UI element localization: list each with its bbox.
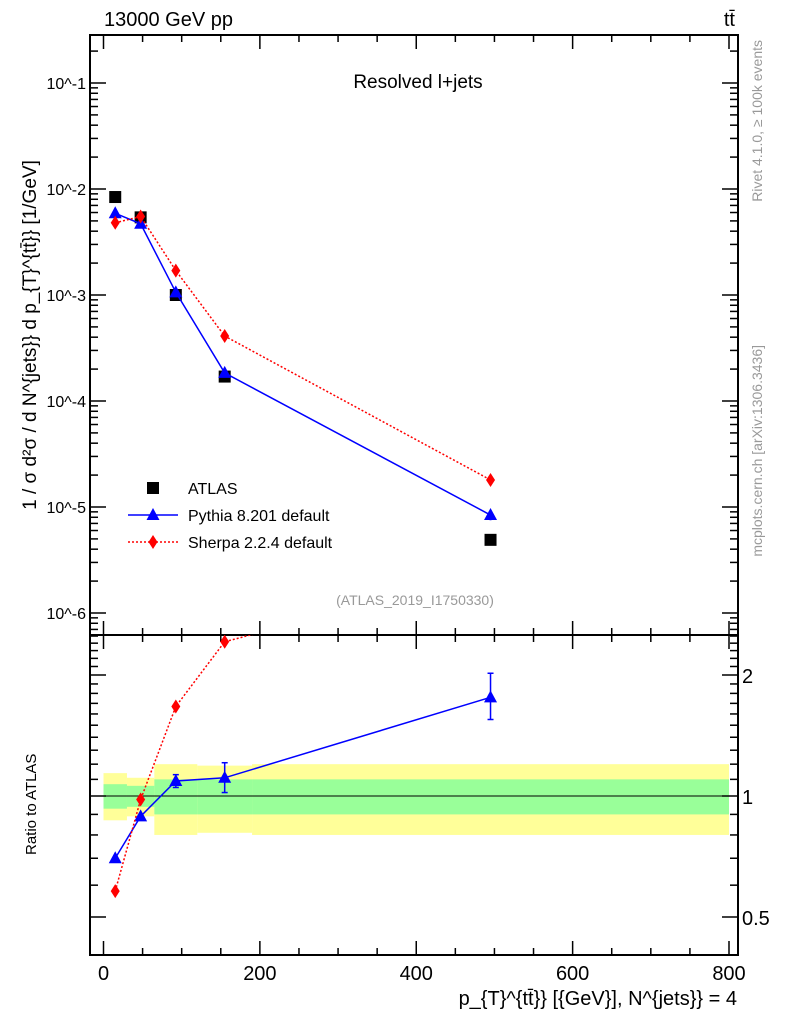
pythia-point [108, 206, 122, 219]
ratio-bands [103, 764, 729, 835]
header-right: tt̄ [724, 9, 736, 31]
ratio-sherpa-line [114, 635, 254, 892]
ratio-pythia-point [108, 851, 122, 864]
header-left: 13000 GeV pp [104, 9, 233, 31]
ratio-pythia-point [169, 773, 183, 786]
data-marks [108, 191, 498, 899]
sherpa-point [110, 215, 120, 230]
analysis-label: (ATLAS_2019_I1750330) [336, 592, 494, 608]
y-tick-label: 10^-3 [46, 288, 86, 305]
y-tick-label: 10^-2 [46, 182, 86, 199]
legend-pythia-marker [146, 508, 160, 520]
legend-atlas-marker [147, 482, 159, 494]
ratio-sherpa-point [136, 792, 146, 807]
atlas-point [484, 533, 497, 546]
ratio-sherpa-point [486, 565, 495, 579]
legend-atlas-label: ATLAS [188, 481, 238, 498]
chart-title: Resolved l+jets [353, 72, 482, 93]
legend-sherpa-marker [148, 535, 158, 549]
axes: 0 200 400 600 80010^-610^-510^-410^-310^-210… [46, 34, 770, 985]
x-tick-label: 400 [400, 963, 433, 985]
x-tick-label: 0 [98, 963, 109, 985]
series-sherpa [110, 209, 496, 487]
sherpa-point [171, 263, 181, 278]
y-tick-label: 10^-4 [46, 394, 86, 411]
pythia-point [484, 508, 498, 521]
ratio-y-tick-label: 2 [742, 666, 753, 688]
ratio-sherpa-point [171, 699, 181, 714]
legend-pythia-label: Pythia 8.201 default [188, 508, 330, 525]
band-inner-bin [252, 779, 729, 815]
ratio-y-tick-label: 1 [742, 787, 753, 809]
ratio-y-tick-label: 0.5 [742, 908, 770, 930]
mcplots-label: mcplots.cern.ch [arXiv:1306.3436] [749, 345, 765, 557]
x-tick-label: 600 [556, 963, 589, 985]
series-atlas [109, 191, 497, 546]
y-tick-label: 10^-1 [46, 76, 86, 93]
pythia-point [169, 285, 183, 298]
ratio-sherpa-point [220, 635, 230, 649]
ratio-pythia-point [218, 770, 232, 783]
rivet-label: Rivet 4.1.0, ≥ 100k events [749, 40, 765, 202]
ratio-pythia-point [484, 690, 498, 703]
sherpa-point [136, 209, 146, 224]
y-tick-label: 10^-6 [46, 606, 86, 623]
ratio-series-pythia [108, 672, 498, 864]
ratio-pythia-point [134, 809, 148, 822]
ratio-panel-frame [89, 634, 739, 956]
atlas-point [109, 191, 122, 204]
ratio-sherpa-point [110, 884, 120, 899]
x-tick-label: 800 [712, 963, 745, 985]
y-axis-label-ratio: Ratio to ATLAS [23, 754, 40, 855]
sherpa-point [220, 329, 230, 344]
legend-sherpa-label: Sherpa 2.2.4 default [188, 535, 333, 552]
y-axis-label-top: 1 / σ d²σ / d N^{jets}} d p_{T}^{tt̄}} [… [20, 160, 41, 510]
ratio-series-sherpa [110, 565, 495, 899]
legend: ATLAS Pythia 8.201 default Sherpa 2.2.4 de… [128, 481, 333, 552]
sherpa-point [486, 472, 496, 487]
series-pythia [108, 206, 498, 521]
pythia-point [218, 365, 232, 378]
sherpa-line [115, 215, 491, 481]
pythia-line [114, 212, 491, 516]
x-axis-label: p_{T}^{tt̄}} [{GeV}], N^{jets}} = 4 [459, 988, 737, 1010]
x-tick-label: 200 [243, 963, 276, 985]
y-tick-label: 10^-5 [46, 500, 86, 517]
